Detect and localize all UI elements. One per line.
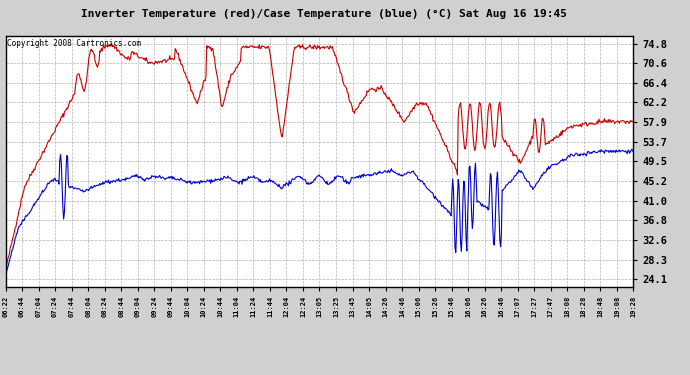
- Text: Copyright 2008 Cartronics.com: Copyright 2008 Cartronics.com: [7, 39, 141, 48]
- Text: Inverter Temperature (red)/Case Temperature (blue) (°C) Sat Aug 16 19:45: Inverter Temperature (red)/Case Temperat…: [81, 9, 567, 20]
